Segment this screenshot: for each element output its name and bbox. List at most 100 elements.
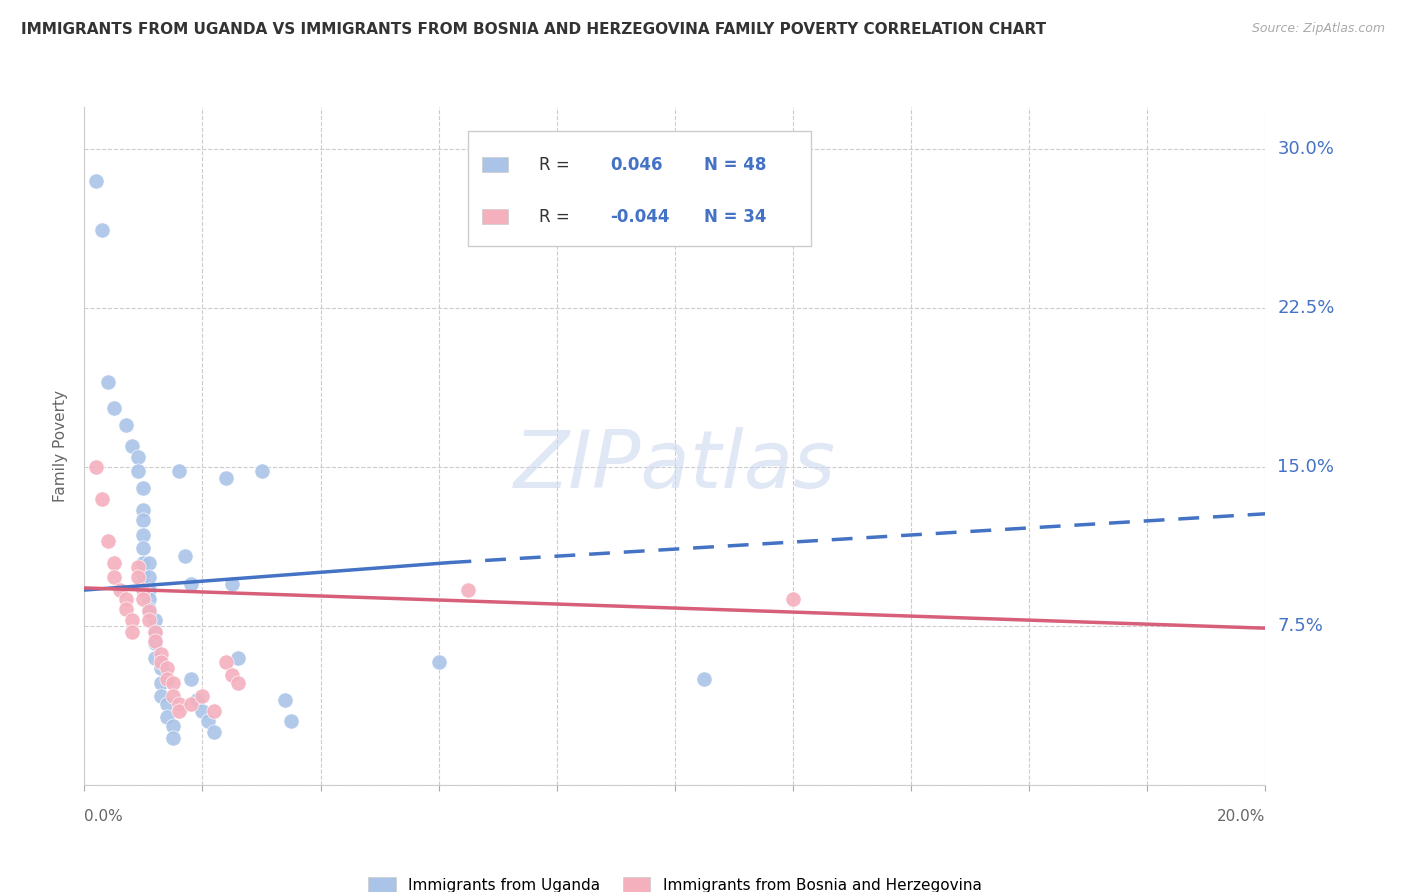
Point bbox=[138, 591, 160, 606]
Point bbox=[150, 647, 173, 661]
Text: 15.0%: 15.0% bbox=[1277, 458, 1334, 476]
Text: 7.5%: 7.5% bbox=[1277, 617, 1323, 635]
Text: R =: R = bbox=[538, 208, 575, 226]
Point bbox=[197, 714, 219, 729]
FancyBboxPatch shape bbox=[468, 131, 811, 246]
Point bbox=[97, 376, 120, 390]
Point bbox=[457, 583, 479, 598]
Point bbox=[215, 655, 238, 669]
Point bbox=[103, 556, 125, 570]
Point bbox=[138, 583, 160, 598]
Point bbox=[180, 576, 202, 591]
Point bbox=[162, 676, 184, 690]
Point bbox=[226, 651, 249, 665]
Point bbox=[91, 491, 114, 506]
Point bbox=[127, 450, 149, 464]
Text: N = 48: N = 48 bbox=[704, 155, 766, 174]
Point bbox=[127, 464, 149, 478]
Point bbox=[167, 704, 190, 718]
Point bbox=[156, 698, 179, 712]
Point bbox=[132, 576, 155, 591]
Text: N = 34: N = 34 bbox=[704, 208, 766, 226]
Point bbox=[186, 693, 208, 707]
Point bbox=[167, 698, 190, 712]
Point bbox=[91, 223, 114, 237]
Point bbox=[143, 636, 166, 650]
Text: -0.044: -0.044 bbox=[610, 208, 669, 226]
Text: 0.0%: 0.0% bbox=[84, 809, 124, 823]
Point bbox=[132, 541, 155, 555]
Text: IMMIGRANTS FROM UGANDA VS IMMIGRANTS FROM BOSNIA AND HERZEGOVINA FAMILY POVERTY : IMMIGRANTS FROM UGANDA VS IMMIGRANTS FRO… bbox=[21, 22, 1046, 37]
Point bbox=[121, 625, 143, 640]
Point bbox=[132, 513, 155, 527]
Point bbox=[202, 704, 225, 718]
Text: 20.0%: 20.0% bbox=[1218, 809, 1265, 823]
Point bbox=[156, 672, 179, 686]
Point bbox=[143, 613, 166, 627]
Point bbox=[782, 591, 804, 606]
Text: ZIPatlas: ZIPatlas bbox=[513, 427, 837, 506]
Point bbox=[150, 676, 173, 690]
Y-axis label: Family Poverty: Family Poverty bbox=[53, 390, 69, 502]
FancyBboxPatch shape bbox=[482, 209, 509, 224]
Point bbox=[127, 570, 149, 584]
Point bbox=[150, 689, 173, 703]
Point bbox=[693, 672, 716, 686]
Point bbox=[84, 460, 107, 475]
Text: Source: ZipAtlas.com: Source: ZipAtlas.com bbox=[1251, 22, 1385, 36]
Text: 30.0%: 30.0% bbox=[1277, 140, 1334, 159]
Point bbox=[191, 704, 214, 718]
Point bbox=[162, 689, 184, 703]
Point bbox=[156, 661, 179, 675]
Point bbox=[173, 549, 195, 564]
Point bbox=[156, 710, 179, 724]
Point bbox=[180, 672, 202, 686]
Point bbox=[250, 464, 273, 478]
Point bbox=[143, 651, 166, 665]
Point bbox=[221, 576, 243, 591]
Point bbox=[143, 625, 166, 640]
Point bbox=[180, 698, 202, 712]
Text: R =: R = bbox=[538, 155, 575, 174]
Point bbox=[84, 174, 107, 188]
Point bbox=[280, 714, 302, 729]
Point bbox=[114, 602, 136, 616]
Point bbox=[103, 570, 125, 584]
Point bbox=[121, 613, 143, 627]
Point bbox=[221, 667, 243, 681]
Point bbox=[97, 534, 120, 549]
Point bbox=[138, 604, 160, 618]
Point bbox=[167, 464, 190, 478]
Point bbox=[132, 502, 155, 516]
Text: 22.5%: 22.5% bbox=[1277, 300, 1334, 318]
Point bbox=[162, 719, 184, 733]
Text: 0.046: 0.046 bbox=[610, 155, 662, 174]
Point bbox=[150, 661, 173, 675]
FancyBboxPatch shape bbox=[482, 157, 509, 172]
Point bbox=[138, 613, 160, 627]
Point bbox=[132, 591, 155, 606]
Point bbox=[127, 559, 149, 574]
Point bbox=[215, 471, 238, 485]
Point bbox=[138, 570, 160, 584]
Point bbox=[150, 655, 173, 669]
Point bbox=[138, 556, 160, 570]
Point bbox=[226, 676, 249, 690]
Point bbox=[143, 633, 166, 648]
Point bbox=[132, 583, 155, 598]
Point bbox=[427, 655, 450, 669]
Point bbox=[114, 417, 136, 432]
Point bbox=[132, 482, 155, 496]
Point bbox=[274, 693, 297, 707]
Point bbox=[132, 556, 155, 570]
Point bbox=[108, 583, 131, 598]
Point bbox=[121, 439, 143, 453]
Point bbox=[162, 731, 184, 746]
Point bbox=[103, 401, 125, 415]
Point bbox=[132, 528, 155, 542]
Point bbox=[138, 602, 160, 616]
Point bbox=[191, 689, 214, 703]
Point bbox=[132, 566, 155, 581]
Point bbox=[143, 625, 166, 640]
Point bbox=[114, 591, 136, 606]
